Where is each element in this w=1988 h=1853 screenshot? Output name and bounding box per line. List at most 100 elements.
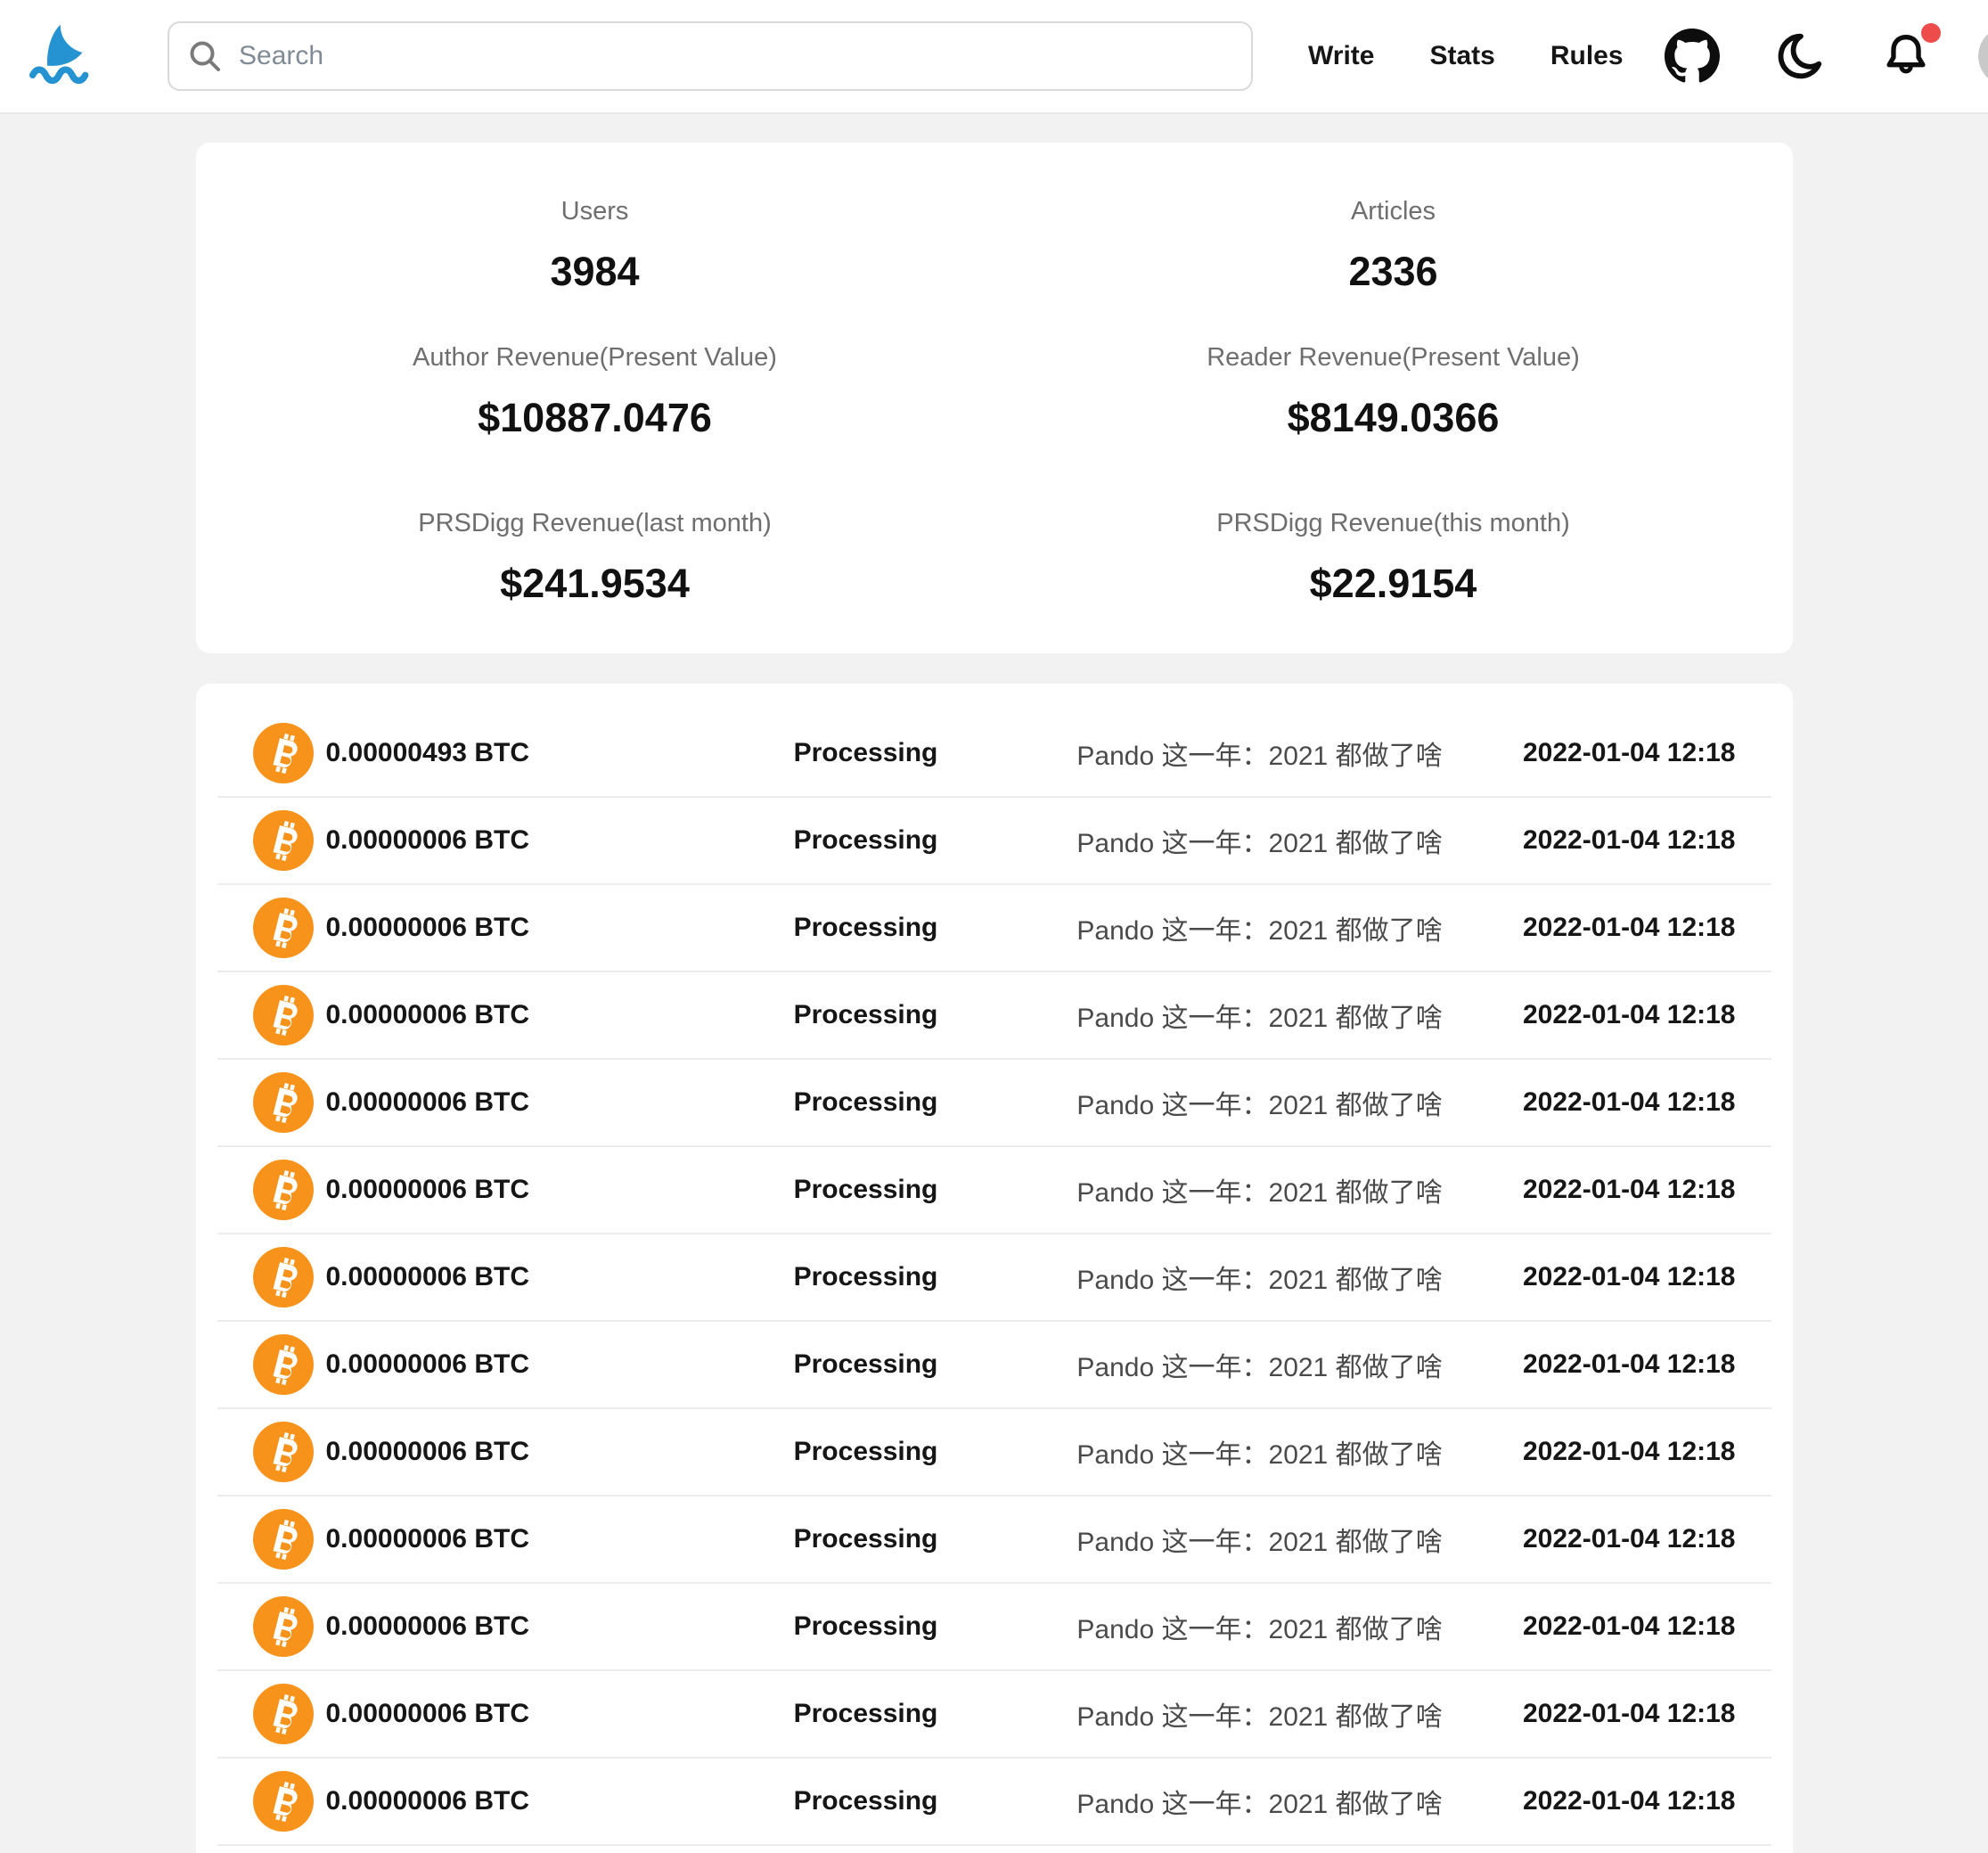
transaction-timestamp: 2022-01-04 12:18 xyxy=(1522,1437,1736,1466)
stat-articles-value: 2336 xyxy=(1348,249,1438,294)
transaction-timestamp: 2022-01-04 12:18 xyxy=(1522,913,1736,942)
transaction-amount: 0.00000006 BTC xyxy=(325,1786,530,1816)
transaction-row[interactable]: 0.00000006 BTC Processing Pando 这一年：2021… xyxy=(217,1584,1771,1671)
transaction-status: Processing xyxy=(793,1175,938,1204)
bitcoin-icon xyxy=(252,985,314,1045)
bitcoin-icon xyxy=(252,1509,314,1570)
nav-link-write[interactable]: Write xyxy=(1308,41,1375,70)
transaction-timestamp: 2022-01-04 12:18 xyxy=(1522,1000,1736,1029)
transaction-status: Processing xyxy=(793,1437,938,1466)
transaction-article-title[interactable]: Pando 这一年：2021 都做了啥 xyxy=(1076,1004,1443,1033)
transaction-article-title[interactable]: Pando 这一年：2021 都做了啥 xyxy=(1076,742,1443,771)
bitcoin-icon xyxy=(252,1684,314,1744)
transaction-list: 0.00000493 BTC Processing Pando 这一年：2021… xyxy=(196,710,1793,1853)
stat-prsdigg-revenue-last-month: PRSDigg Revenue(last month) $241.9534 xyxy=(196,504,994,608)
transaction-row[interactable]: 0.00000006 BTC Processing Pando 这一年：2021… xyxy=(217,1322,1771,1409)
transaction-row[interactable]: 0.00000006 BTC Processing Pando 这一年：2021… xyxy=(217,1496,1771,1584)
notifications-button[interactable] xyxy=(1877,23,1941,86)
transaction-status: Processing xyxy=(793,1262,938,1291)
search-input[interactable] xyxy=(168,21,1253,91)
stat-articles-label: Articles xyxy=(1350,197,1436,225)
transaction-row[interactable]: 0.00000006 BTC Processing Pando 这一年：2021… xyxy=(217,1234,1771,1322)
main-content: Users 3984 Articles 2336 Author Revenue(… xyxy=(195,143,1793,1853)
transaction-article-title[interactable]: Pando 这一年：2021 都做了啥 xyxy=(1076,1528,1443,1557)
bitcoin-icon xyxy=(252,810,314,871)
transaction-amount: 0.00000006 BTC xyxy=(325,1611,530,1641)
transaction-article-title[interactable]: Pando 这一年：2021 都做了啥 xyxy=(1076,1790,1443,1819)
search-bar xyxy=(168,21,1253,91)
stat-author-revenue-label: Author Revenue(Present Value) xyxy=(413,343,777,372)
transaction-timestamp: 2022-01-04 12:18 xyxy=(1522,1175,1736,1204)
transaction-status: Processing xyxy=(793,1611,938,1641)
transaction-row[interactable]: 0.00000006 BTC Processing Pando 这一年：2021… xyxy=(217,1846,1771,1853)
stat-prsdigg-this-value: $22.9154 xyxy=(1309,561,1477,606)
app-logo-shark-fin-icon[interactable] xyxy=(23,15,96,97)
transaction-row[interactable]: 0.00000006 BTC Processing Pando 这一年：2021… xyxy=(217,1671,1771,1759)
stat-prsdigg-revenue-this-month: PRSDigg Revenue(this month) $22.9154 xyxy=(994,504,1793,608)
bitcoin-icon xyxy=(252,1771,314,1832)
stat-users: Users 3984 xyxy=(196,193,994,296)
github-icon xyxy=(1664,29,1720,83)
transaction-amount: 0.00000006 BTC xyxy=(325,913,530,942)
transaction-article-title[interactable]: Pando 这一年：2021 都做了啥 xyxy=(1076,1353,1443,1382)
nav-link-rules[interactable]: Rules xyxy=(1550,41,1624,70)
theme-toggle-button[interactable] xyxy=(1770,27,1828,86)
bitcoin-icon xyxy=(252,1072,314,1133)
transaction-status: Processing xyxy=(793,1786,938,1816)
bitcoin-icon xyxy=(252,1334,314,1395)
transaction-amount: 0.00000006 BTC xyxy=(325,1175,530,1204)
transaction-article-title[interactable]: Pando 这一年：2021 都做了啥 xyxy=(1076,1615,1443,1644)
transaction-timestamp: 2022-01-04 12:18 xyxy=(1522,1786,1736,1816)
transaction-article-title[interactable]: Pando 这一年：2021 都做了啥 xyxy=(1076,916,1443,946)
bitcoin-icon xyxy=(252,1160,314,1220)
transaction-status: Processing xyxy=(793,738,938,767)
transaction-timestamp: 2022-01-04 12:18 xyxy=(1522,825,1736,855)
stat-articles: Articles 2336 xyxy=(994,193,1793,296)
transaction-row[interactable]: 0.00000006 BTC Processing Pando 这一年：2021… xyxy=(217,885,1771,972)
transaction-article-title[interactable]: Pando 这一年：2021 都做了啥 xyxy=(1076,1178,1443,1208)
transaction-status: Processing xyxy=(793,1524,938,1554)
transaction-amount: 0.00000006 BTC xyxy=(325,1262,530,1291)
transaction-timestamp: 2022-01-04 12:18 xyxy=(1522,1262,1736,1291)
transaction-amount: 0.00000493 BTC xyxy=(325,738,530,767)
stat-reader-revenue-value: $8149.0366 xyxy=(1287,395,1500,440)
user-avatar[interactable] xyxy=(1977,26,1988,86)
stat-author-revenue: Author Revenue(Present Value) $10887.047… xyxy=(196,339,994,442)
transaction-article-title[interactable]: Pando 这一年：2021 都做了啥 xyxy=(1076,1702,1443,1732)
transaction-row[interactable]: 0.00000006 BTC Processing Pando 这一年：2021… xyxy=(217,1147,1771,1234)
transaction-status: Processing xyxy=(793,1349,938,1379)
bell-icon xyxy=(1886,35,1926,74)
transaction-timestamp: 2022-01-04 12:18 xyxy=(1522,1087,1736,1117)
transaction-article-title[interactable]: Pando 这一年：2021 都做了啥 xyxy=(1076,1440,1443,1470)
bitcoin-icon xyxy=(252,898,314,958)
transaction-amount: 0.00000006 BTC xyxy=(325,1000,530,1029)
transaction-amount: 0.00000006 BTC xyxy=(325,1699,530,1728)
transaction-row[interactable]: 0.00000006 BTC Processing Pando 这一年：2021… xyxy=(217,1409,1771,1496)
bitcoin-icon xyxy=(252,1596,314,1657)
transaction-row[interactable]: 0.00000493 BTC Processing Pando 这一年：2021… xyxy=(217,710,1771,798)
bitcoin-icon xyxy=(252,1247,314,1308)
stat-author-revenue-value: $10887.0476 xyxy=(478,395,712,440)
transaction-article-title[interactable]: Pando 这一年：2021 都做了啥 xyxy=(1076,1266,1443,1295)
stat-prsdigg-last-label: PRSDigg Revenue(last month) xyxy=(418,509,772,537)
transaction-timestamp: 2022-01-04 12:18 xyxy=(1522,1349,1736,1379)
transaction-amount: 0.00000006 BTC xyxy=(325,1437,530,1466)
moon-icon xyxy=(1778,33,1821,79)
stat-users-value: 3984 xyxy=(550,249,640,294)
transaction-row[interactable]: 0.00000006 BTC Processing Pando 这一年：2021… xyxy=(217,972,1771,1060)
transaction-status: Processing xyxy=(793,1000,938,1029)
transaction-timestamp: 2022-01-04 12:18 xyxy=(1522,738,1736,767)
nav-link-stats[interactable]: Stats xyxy=(1429,41,1495,70)
bitcoin-icon xyxy=(252,723,314,783)
transaction-timestamp: 2022-01-04 12:18 xyxy=(1522,1699,1736,1728)
transaction-row[interactable]: 0.00000006 BTC Processing Pando 这一年：2021… xyxy=(217,1759,1771,1846)
transaction-row[interactable]: 0.00000006 BTC Processing Pando 这一年：2021… xyxy=(217,798,1771,885)
github-button[interactable] xyxy=(1663,27,1722,86)
transaction-article-title[interactable]: Pando 这一年：2021 都做了啥 xyxy=(1076,829,1443,858)
transaction-amount: 0.00000006 BTC xyxy=(325,1524,530,1554)
transactions-card: 0.00000493 BTC Processing Pando 这一年：2021… xyxy=(195,684,1793,1853)
transaction-article-title[interactable]: Pando 这一年：2021 都做了啥 xyxy=(1076,1091,1443,1120)
transaction-row[interactable]: 0.00000006 BTC Processing Pando 这一年：2021… xyxy=(217,1060,1771,1147)
top-navbar: Write Stats Rules xyxy=(0,0,1988,114)
stat-users-label: Users xyxy=(560,197,629,225)
